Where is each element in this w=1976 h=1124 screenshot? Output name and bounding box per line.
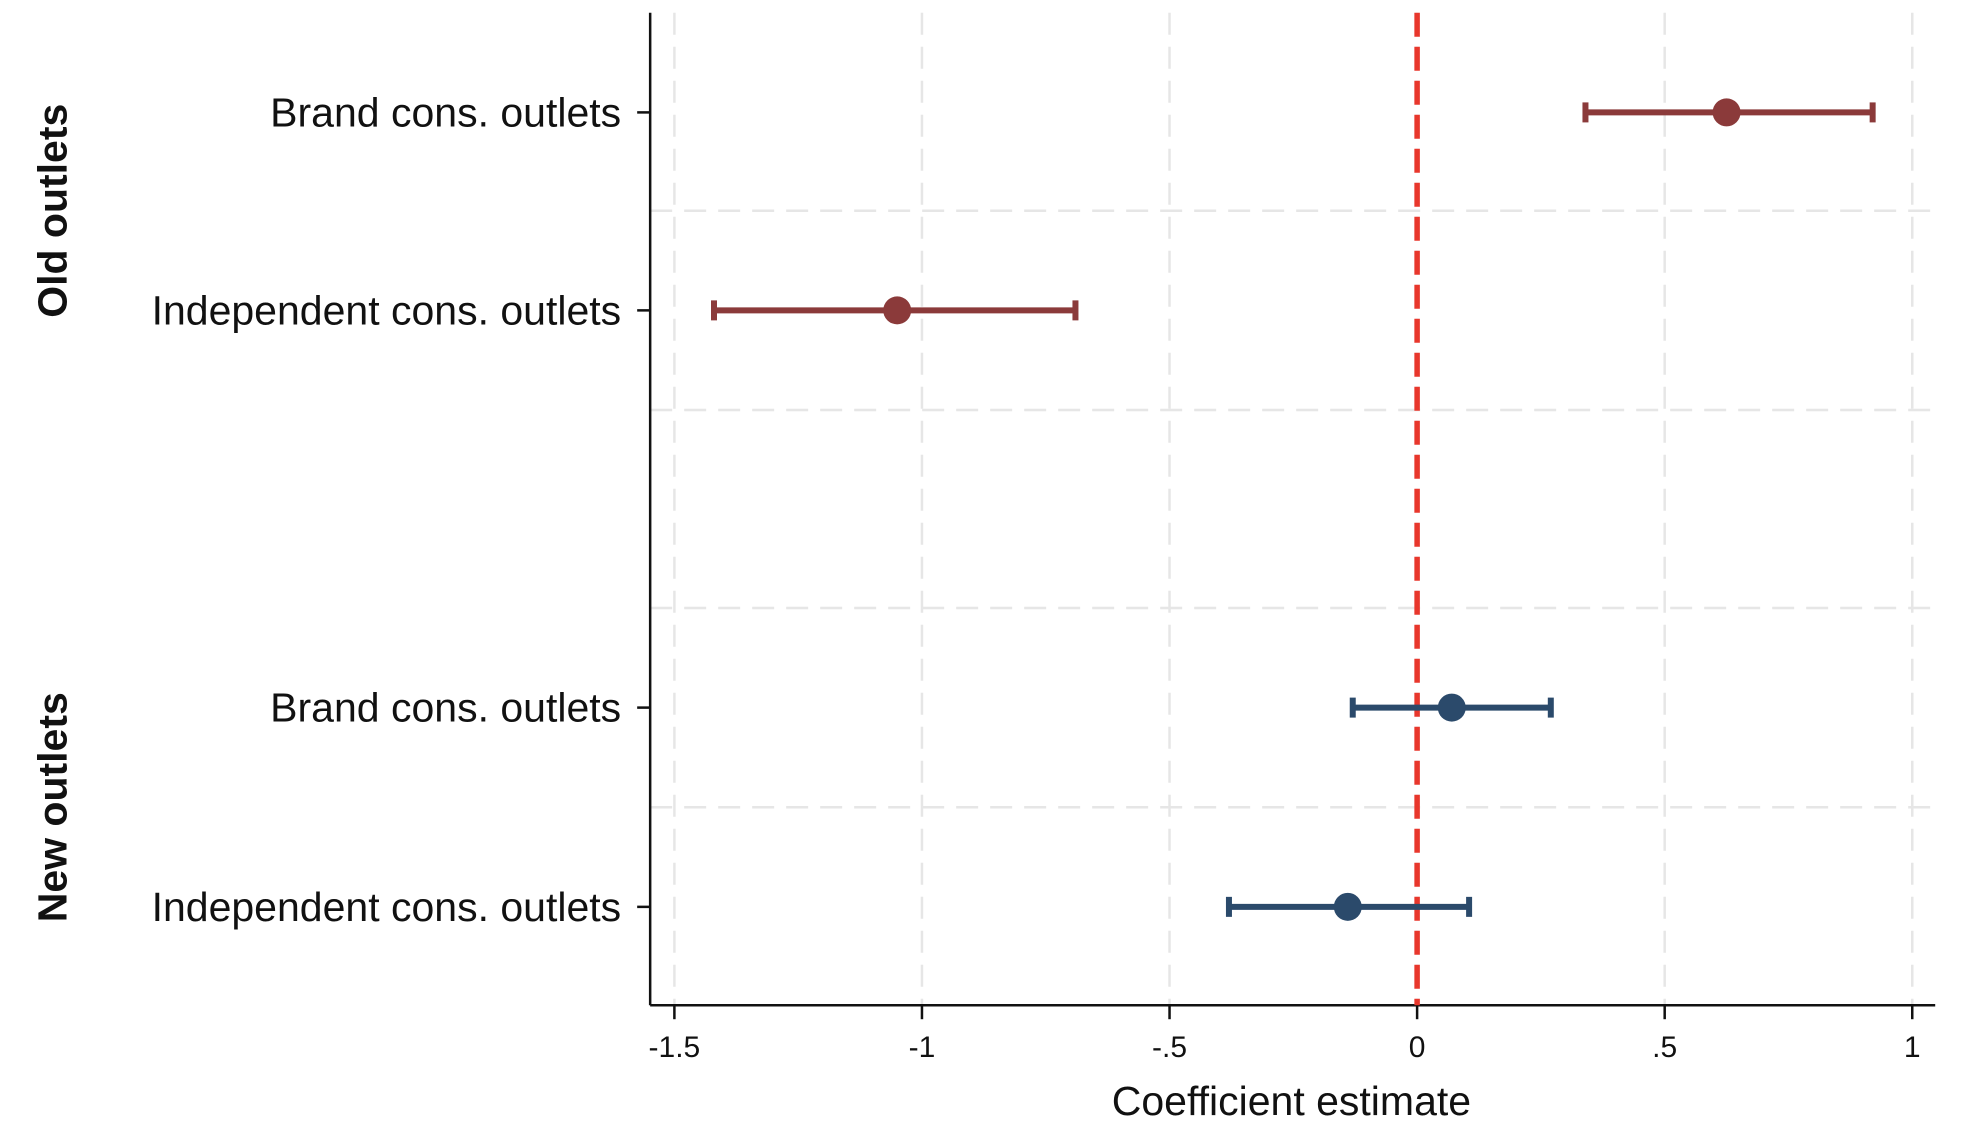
point-estimate <box>883 296 912 325</box>
category-label: Independent cons. outlets <box>152 287 622 333</box>
x-tick-label: -.5 <box>1152 1031 1187 1064</box>
x-tick-label: 0 <box>1409 1031 1426 1064</box>
group-label: New outlets <box>29 692 75 922</box>
point-estimate <box>1437 693 1466 722</box>
x-tick-label: 1 <box>1904 1031 1921 1064</box>
category-label: Brand cons. outlets <box>270 685 621 731</box>
point-estimate <box>1712 98 1741 127</box>
group-label: Old outlets <box>29 104 75 318</box>
label-layer: Brand cons. outlets Independent cons. out… <box>29 89 621 929</box>
data-layer <box>711 98 1876 921</box>
point-estimate <box>1333 892 1362 921</box>
x-tick-label: -1 <box>909 1031 936 1064</box>
axes: -1.5 -1 -.5 0 .5 1 Coefficient estimate <box>637 12 1936 1124</box>
x-tick-label: -1.5 <box>649 1031 701 1064</box>
gridlines <box>650 12 1936 1006</box>
category-label: Independent cons. outlets <box>152 884 622 930</box>
x-tick-label: .5 <box>1652 1031 1677 1064</box>
category-label: Brand cons. outlets <box>270 89 621 135</box>
x-axis-title: Coefficient estimate <box>1112 1078 1471 1124</box>
